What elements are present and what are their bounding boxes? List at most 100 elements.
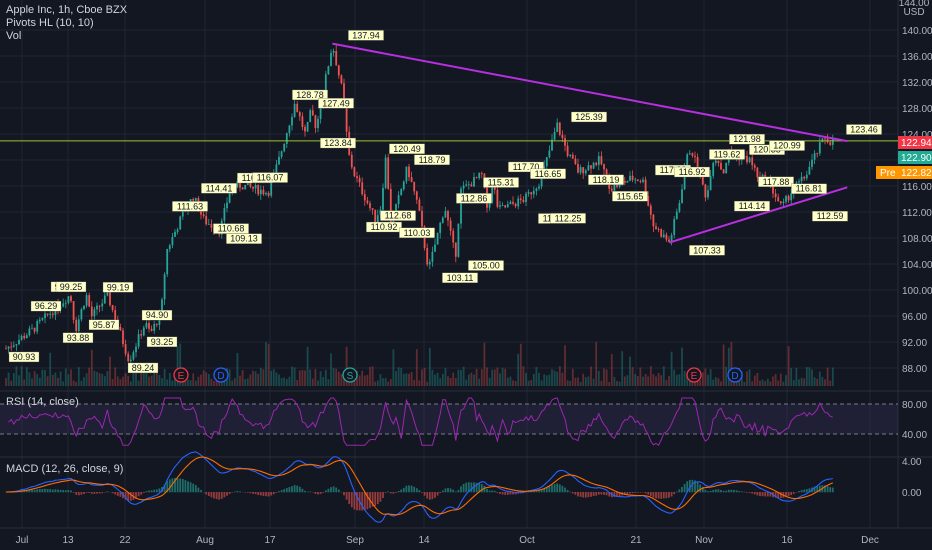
candle-body bbox=[148, 323, 150, 329]
macd-histogram-bar bbox=[740, 491, 743, 493]
candle-body bbox=[361, 182, 364, 195]
volume-bar bbox=[761, 379, 764, 386]
volume-bar bbox=[145, 372, 148, 386]
macd-histogram-bar bbox=[553, 484, 556, 493]
macd-histogram-bar bbox=[608, 492, 611, 497]
price-axis[interactable]: USD144.00140.00136.00132.00128.00124.001… bbox=[876, 0, 932, 375]
candle-body bbox=[119, 326, 122, 331]
symbol-title[interactable]: Apple Inc, 1h, Cboe BZX bbox=[6, 4, 128, 16]
candle-body bbox=[44, 313, 46, 319]
candle-body bbox=[428, 261, 431, 265]
macd-histogram-bar bbox=[239, 491, 241, 493]
volume-bar bbox=[538, 372, 540, 386]
volume-bar bbox=[231, 380, 234, 386]
price-tag-box bbox=[876, 166, 932, 179]
rsi-indicator-label[interactable]: RSI (14, close) bbox=[6, 396, 79, 408]
volume-bar bbox=[205, 372, 208, 386]
candle-body bbox=[262, 189, 265, 195]
volume-bar bbox=[265, 342, 267, 386]
macd-histogram-bar bbox=[512, 492, 514, 495]
price-candles bbox=[5, 45, 834, 367]
candle-body bbox=[831, 138, 834, 145]
candle-body bbox=[176, 229, 179, 232]
candle-body bbox=[314, 115, 317, 129]
macd-histogram-bar bbox=[226, 492, 228, 496]
volume-bar bbox=[244, 379, 247, 386]
candle-body bbox=[20, 335, 23, 340]
macd-indicator-label[interactable]: MACD (12, 26, close, 9) bbox=[6, 463, 124, 475]
volume-bar bbox=[826, 367, 829, 386]
time-tick-label: 21 bbox=[630, 535, 642, 546]
candle-body bbox=[701, 174, 704, 185]
volume-bar bbox=[434, 374, 436, 386]
pivot-label-box bbox=[389, 143, 425, 154]
macd-histogram-bar bbox=[467, 482, 470, 493]
macd-histogram-bar bbox=[309, 491, 312, 493]
macd-histogram-bar bbox=[332, 486, 335, 493]
macd-histogram-bar bbox=[657, 492, 660, 499]
candle-body bbox=[25, 335, 28, 339]
macd-histogram-bar bbox=[652, 492, 655, 498]
volume-bar bbox=[70, 369, 72, 386]
volume-bar bbox=[696, 381, 699, 386]
pivot-label-box bbox=[758, 176, 794, 187]
candle-body bbox=[681, 189, 683, 204]
volume-bar bbox=[257, 373, 260, 386]
macd-histogram-bar bbox=[764, 492, 767, 497]
volume-bar bbox=[647, 376, 650, 386]
volume-bar bbox=[72, 380, 75, 386]
volume-bar bbox=[322, 377, 325, 386]
candle-body bbox=[194, 198, 197, 201]
macd-histogram-bar bbox=[382, 492, 384, 498]
volume-bar bbox=[148, 376, 150, 386]
macd-histogram-bar bbox=[668, 492, 670, 498]
macd-histogram-bar bbox=[265, 492, 267, 497]
pivot-label: 117.70 bbox=[513, 162, 540, 172]
volume-bar bbox=[293, 367, 296, 386]
volume-bar bbox=[486, 367, 488, 386]
macd-histogram-bar bbox=[101, 492, 104, 494]
volume-bar bbox=[168, 372, 171, 386]
time-axis[interactable]: Jul 13 22 Aug 17 Sep 14 Oct 21 Nov 16 Dec bbox=[16, 535, 879, 546]
macd-histogram-bar bbox=[428, 492, 431, 500]
macd-histogram-bar bbox=[462, 483, 465, 493]
macd-histogram-bar bbox=[496, 492, 499, 493]
volume-bar bbox=[454, 378, 457, 386]
volume-bar bbox=[548, 374, 551, 386]
macd-histogram-bar bbox=[44, 488, 46, 493]
candle-body bbox=[751, 157, 754, 166]
volume-bar bbox=[7, 372, 10, 386]
trendlines[interactable] bbox=[332, 42, 848, 244]
pivot-label-box bbox=[709, 149, 745, 160]
volume-bar bbox=[20, 366, 23, 386]
candle-body bbox=[291, 116, 293, 126]
pivots-indicator-label[interactable]: Pivots HL (10, 10) bbox=[6, 17, 94, 29]
candle-body bbox=[460, 188, 462, 224]
candle-body bbox=[616, 184, 618, 187]
candle-body bbox=[366, 200, 369, 204]
volume-bar bbox=[207, 374, 210, 386]
volume-bar bbox=[821, 376, 824, 386]
candle-body bbox=[457, 223, 460, 257]
candle-body bbox=[691, 153, 694, 156]
volume-indicator-label[interactable]: Vol bbox=[6, 30, 22, 42]
volume-bar bbox=[200, 374, 202, 386]
volume-bar bbox=[288, 376, 291, 386]
macd-histogram-bar bbox=[387, 491, 390, 493]
time-tick-label: Dec bbox=[861, 535, 879, 546]
volume-bar bbox=[743, 381, 746, 386]
volume-bar bbox=[522, 366, 525, 386]
volume-bar bbox=[569, 380, 572, 386]
candle-body bbox=[668, 239, 670, 242]
volume-bar bbox=[291, 366, 293, 386]
candle-body bbox=[252, 186, 254, 189]
macd-histogram-bar bbox=[727, 489, 730, 493]
macd-histogram-bar bbox=[363, 492, 366, 511]
macd-histogram-bar bbox=[233, 491, 236, 493]
event-marker-circle bbox=[342, 367, 358, 383]
macd-histogram-bar bbox=[517, 492, 520, 494]
volume-bar bbox=[590, 366, 592, 386]
candle-body bbox=[114, 310, 117, 321]
candle-body bbox=[77, 319, 80, 332]
